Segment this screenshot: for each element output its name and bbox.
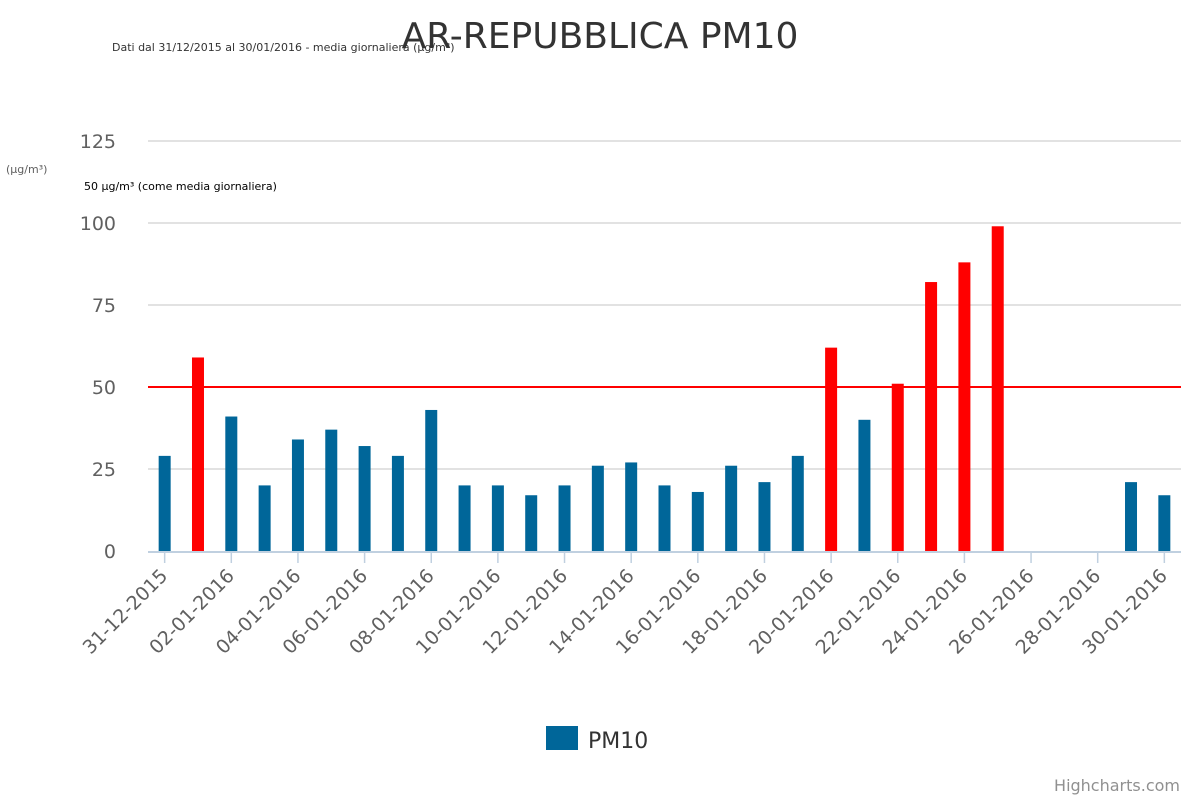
bar[interactable] bbox=[891, 383, 904, 551]
legend-swatch[interactable] bbox=[546, 726, 578, 750]
bar[interactable] bbox=[358, 446, 371, 551]
bar[interactable] bbox=[491, 485, 504, 551]
bar[interactable] bbox=[658, 485, 671, 551]
bar[interactable] bbox=[625, 462, 638, 551]
y-tick-label: 0 bbox=[104, 541, 116, 563]
y-tick-label: 25 bbox=[92, 459, 116, 481]
bar[interactable] bbox=[958, 262, 971, 551]
bar[interactable] bbox=[725, 465, 738, 551]
bar[interactable] bbox=[258, 485, 271, 551]
chart-subtitle: Dati dal 31/12/2015 al 30/01/2016 - medi… bbox=[112, 41, 455, 54]
bar[interactable] bbox=[791, 455, 804, 551]
credits-link[interactable]: Highcharts.com bbox=[1054, 776, 1180, 795]
y-tick-label: 100 bbox=[80, 213, 116, 235]
grid bbox=[148, 140, 1181, 470]
bar[interactable] bbox=[1158, 495, 1171, 551]
bar[interactable] bbox=[825, 347, 838, 551]
limit-line-label: 50 µg/m³ (come media giornaliera) bbox=[84, 180, 277, 193]
bar[interactable] bbox=[158, 455, 171, 551]
bar[interactable] bbox=[391, 455, 404, 551]
bar[interactable] bbox=[425, 409, 438, 551]
bar[interactable] bbox=[925, 282, 938, 551]
y-tick-label: 75 bbox=[92, 295, 116, 317]
bar[interactable] bbox=[291, 439, 304, 551]
bar[interactable] bbox=[525, 495, 538, 551]
y-axis-ticks: 0 25 50 75 100 125 bbox=[80, 131, 116, 563]
y-tick-label: 50 bbox=[92, 377, 116, 399]
bar[interactable] bbox=[991, 226, 1004, 551]
bar[interactable] bbox=[858, 419, 871, 551]
legend[interactable]: PM10 bbox=[546, 726, 648, 754]
bar[interactable] bbox=[458, 485, 471, 551]
bar[interactable] bbox=[691, 491, 704, 551]
bar[interactable] bbox=[225, 416, 238, 551]
bar[interactable] bbox=[591, 465, 604, 551]
legend-item-pm10[interactable]: PM10 bbox=[588, 729, 648, 754]
limit-line-group: 50 µg/m³ (come media giornaliera) bbox=[84, 180, 1181, 388]
bar[interactable] bbox=[758, 482, 771, 551]
bar[interactable] bbox=[191, 357, 204, 551]
bars bbox=[158, 226, 1171, 551]
bar[interactable] bbox=[1125, 482, 1138, 551]
chart-title: AR-REPUBBLICA PM10 bbox=[402, 16, 799, 57]
bar[interactable] bbox=[558, 485, 571, 551]
y-tick-label: 125 bbox=[80, 131, 116, 153]
bar[interactable] bbox=[325, 429, 338, 551]
y-axis-label: (µg/m³) bbox=[6, 163, 47, 176]
x-axis-ticks: 31-12-201502-01-201604-01-201606-01-2016… bbox=[79, 552, 1172, 659]
